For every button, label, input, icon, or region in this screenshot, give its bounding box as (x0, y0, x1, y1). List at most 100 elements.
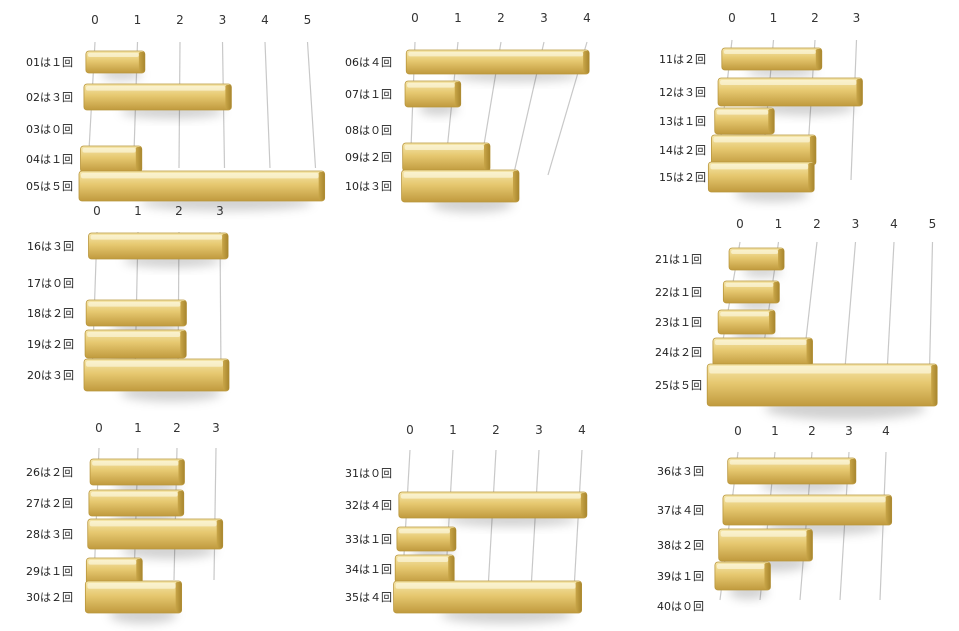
category-label: 32は４回 (345, 499, 392, 512)
bar-end-cap (180, 331, 187, 357)
bar-end-cap (449, 528, 456, 550)
category-label: 05は５回 (26, 180, 73, 193)
bar-end-cap (136, 559, 143, 583)
category-label: 30は２回 (26, 591, 73, 604)
bar-highlight (710, 164, 809, 170)
category-label: 13は１回 (659, 115, 706, 128)
bar-highlight (720, 312, 770, 317)
bar-end-cap (806, 339, 813, 365)
x-tick-label: 3 (852, 217, 860, 231)
bar-end-cap (583, 51, 590, 73)
bar-chart-8: 0 1 2 3 4 36は３回 37は４回 38は２回 39は１回 40は０回 (657, 424, 893, 613)
bar-highlight (90, 492, 178, 497)
bar-highlight (81, 173, 319, 179)
category-label: 15は２回 (659, 171, 706, 184)
bar-end-cap (225, 85, 232, 109)
bar-highlight (725, 283, 774, 287)
category-label: 25は５回 (655, 379, 702, 392)
x-tick-label: 0 (406, 423, 414, 437)
x-tick-label: 1 (771, 424, 779, 438)
bar-highlight (716, 110, 769, 115)
x-tick-label: 2 (175, 204, 183, 218)
x-tick-label: 5 (929, 217, 937, 231)
bar-highlight (90, 235, 223, 240)
x-tick-label: 1 (770, 11, 778, 25)
bar-end-cap (138, 52, 145, 72)
category-label: 06は４回 (345, 56, 392, 69)
category-label: 34は１回 (345, 563, 392, 576)
bar-highlight (724, 497, 886, 503)
bar-chart-1: 0 1 2 3 4 5 01は１回 02は３回 03は０回 04は１回 05は５回 (26, 13, 326, 211)
category-label: 40は０回 (657, 600, 704, 613)
bar-end-cap (856, 79, 863, 105)
category-label: 03は０回 (26, 123, 73, 136)
x-tick-label: 3 (216, 204, 224, 218)
bar-end-cap (175, 582, 182, 612)
x-tick-label: 4 (578, 423, 586, 437)
category-label: 23は１回 (655, 316, 702, 329)
bar-highlight (403, 172, 513, 178)
bar-highlight (89, 521, 217, 527)
x-tick-label: 3 (540, 11, 548, 25)
bar-end-cap (849, 459, 856, 483)
bar-chart-6: 0 1 2 3 26は２回 27は２回 28は３回 29は１回 30は２回 (26, 421, 224, 624)
category-label: 27は２回 (26, 497, 73, 510)
bar-end-cap (809, 136, 816, 164)
x-tick-label: 0 (93, 204, 101, 218)
bar-highlight (404, 145, 484, 151)
bar-end-cap (815, 49, 822, 69)
x-tick-label: 3 (535, 423, 543, 437)
category-label: 39は１回 (657, 570, 704, 583)
bar-end-cap (454, 82, 461, 106)
category-label: 38は２回 (657, 539, 704, 552)
x-tick-label: 0 (736, 217, 744, 231)
bar-end-cap (483, 144, 490, 170)
bar-chart-7: 0 1 2 3 4 31は０回 32は４回 33は１回 34は１回 35は４回 (345, 423, 588, 624)
bar-highlight (88, 302, 181, 307)
bar-chart-3: 0 1 2 3 11は２回 12は３回 13は１回 14は２回 15は２回 (659, 11, 863, 202)
bar-end-cap (764, 563, 771, 589)
x-tick-label: 2 (176, 13, 184, 27)
bar-end-cap (318, 172, 325, 200)
bar-highlight (87, 583, 176, 589)
bar-highlight (92, 461, 179, 466)
bar-end-cap (177, 491, 184, 515)
category-label: 10は３回 (345, 180, 392, 193)
bar-end-cap (575, 582, 582, 612)
x-tick-label: 0 (95, 421, 103, 435)
gridline (306, 41, 317, 169)
category-label: 36は３回 (657, 465, 704, 478)
bar-highlight (714, 340, 807, 346)
bar-highlight (729, 460, 850, 465)
bar-end-cap (931, 365, 938, 405)
x-tick-label: 4 (261, 13, 269, 27)
category-label: 24は２回 (655, 346, 702, 359)
bar-highlight (400, 494, 581, 499)
x-tick-label: 1 (775, 217, 783, 231)
x-tick-label: 2 (811, 11, 819, 25)
category-label: 29は１回 (26, 565, 73, 578)
x-tick-label: 3 (212, 421, 220, 435)
bar-end-cap (216, 520, 223, 548)
category-label: 20は３回 (27, 369, 74, 382)
category-label: 19は２回 (27, 338, 74, 351)
bar-end-cap (178, 460, 185, 484)
gridline (213, 447, 217, 581)
bar-highlight (87, 332, 181, 338)
x-tick-label: 1 (134, 421, 142, 435)
category-label: 26は２回 (26, 466, 73, 479)
bar-highlight (720, 80, 857, 86)
x-tick-label: 0 (91, 13, 99, 27)
category-label: 22は１回 (655, 286, 702, 299)
bar-chart-2: 0 1 2 3 4 06は４回 07は１回 08は０回 09は２回 10は３回 (345, 11, 591, 213)
bar-highlight (720, 531, 807, 537)
gridline (850, 39, 858, 181)
bar-highlight (731, 250, 779, 254)
category-label: 33は１回 (345, 533, 392, 546)
bar-end-cap (223, 360, 229, 390)
x-tick-label: 1 (449, 423, 457, 437)
bar-end-cap (768, 109, 775, 133)
bar-end-cap (222, 234, 229, 258)
bar-end-cap (512, 171, 519, 201)
bar-highlight (87, 53, 139, 57)
